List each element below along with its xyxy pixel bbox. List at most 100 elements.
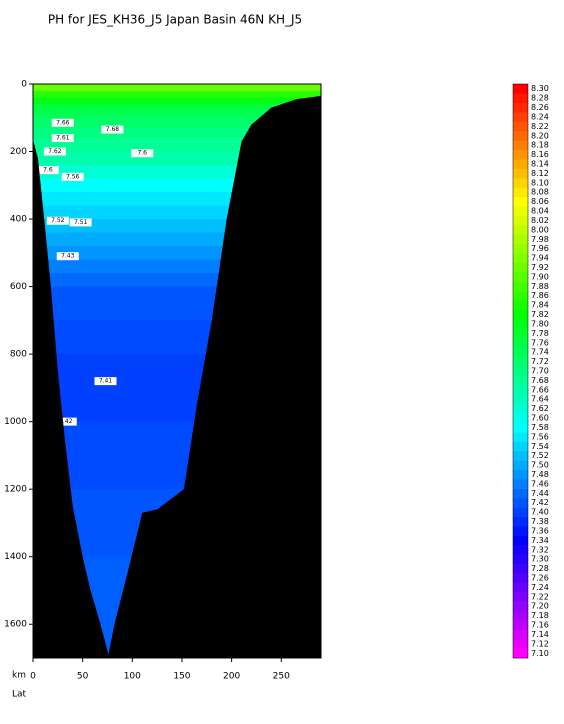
colorbar-label: 7.14: [531, 630, 549, 639]
colorbar-label: 8.04: [531, 207, 549, 216]
x2-axis-label: Lat: [12, 690, 27, 700]
colorbar-label: 7.84: [531, 301, 549, 310]
colorbar-label: 7.96: [531, 244, 549, 253]
colorbar-label: 7.64: [531, 395, 549, 404]
colorbar-cell: [513, 187, 528, 198]
colorbar-label: 8.06: [531, 197, 549, 206]
ph-band: [33, 90, 321, 99]
contour-label-bg: [94, 377, 117, 386]
colorbar-label: 7.78: [531, 329, 549, 338]
colorbar-cell: [513, 112, 528, 122]
colorbar-cell: [513, 498, 528, 508]
colorbar-label: 7.86: [531, 291, 549, 300]
ph-band: [33, 97, 321, 105]
colorbar-cell: [513, 253, 528, 264]
colorbar-cell: [513, 102, 528, 113]
colorbar-label: 7.62: [531, 404, 549, 413]
colorbar-label: 7.82: [531, 310, 549, 319]
colorbar-cell: [513, 573, 528, 584]
colorbar-label: 7.66: [531, 385, 549, 394]
x-tick-label: 50: [77, 672, 89, 682]
colorbar-cell: [513, 450, 528, 461]
colorbar-label: 8.30: [531, 84, 549, 93]
y-tick-label: 1400: [4, 552, 27, 562]
colorbar-cell: [513, 121, 528, 132]
contour-label-bg: [61, 172, 84, 181]
contour-label: 7.6: [43, 167, 53, 174]
y-tick-label: 600: [10, 282, 27, 292]
colorbar-label: 7.54: [531, 442, 549, 451]
contour-label: 7.68: [106, 126, 120, 133]
colorbar-cell: [513, 159, 528, 169]
colorbar-cell: [513, 413, 528, 424]
colorbar-cell: [513, 601, 528, 612]
colorbar-cell: [513, 629, 528, 640]
colorbar-cell: [513, 375, 528, 386]
x-tick-label: 100: [124, 672, 141, 682]
colorbar-label: 8.10: [531, 178, 549, 187]
colorbar-label: 8.14: [531, 159, 549, 168]
contour-label-bg: [51, 118, 74, 127]
ph-band: [33, 117, 321, 129]
colorbar-cell: [513, 131, 528, 141]
colorbar-cell: [513, 620, 528, 631]
y-tick-label: 400: [10, 215, 27, 225]
colorbar-label: 8.28: [531, 94, 549, 103]
colorbar-cell: [513, 582, 528, 593]
colorbar-cell: [513, 262, 528, 273]
colorbar-cell: [513, 338, 528, 348]
colorbar-label: 7.34: [531, 536, 549, 545]
contour-label-bg: [54, 417, 77, 426]
contour-label: 7.56: [66, 173, 80, 180]
colorbar-cell: [513, 149, 528, 160]
colorbar-cell: [513, 319, 528, 329]
colorbar-cell: [513, 639, 528, 649]
colorbar-label: 8.18: [531, 141, 549, 150]
colorbar-cell: [513, 648, 528, 659]
y-tick-label: 200: [10, 147, 27, 157]
colorbar-label: 8.16: [531, 150, 549, 159]
colorbar-cell: [513, 328, 528, 339]
x-tick-label: 250: [273, 672, 290, 682]
ph-band: [33, 84, 321, 92]
contour-label-bg: [69, 218, 92, 227]
colorbar-cell: [513, 272, 528, 282]
y-tick-label: 1600: [4, 620, 27, 630]
colorbar-cell: [513, 281, 528, 292]
colorbar-cell: [513, 243, 528, 254]
colorbar-label: 7.28: [531, 564, 549, 573]
colorbar-label: 7.60: [531, 414, 549, 423]
colorbar-label: 7.36: [531, 526, 549, 535]
colorbar-cell: [513, 356, 528, 367]
chart-title: PH for JES_KH36_J5 Japan Basin 46N KH_J5: [48, 13, 302, 27]
colorbar-cell: [513, 563, 528, 574]
colorbar-cell: [513, 215, 528, 226]
colorbar-cell: [513, 93, 528, 104]
colorbar-cell: [513, 347, 528, 358]
colorbar-cell: [513, 460, 528, 471]
colorbar-cell: [513, 394, 528, 405]
contour-label-bg: [56, 252, 79, 261]
colorbar-label: 7.48: [531, 470, 549, 479]
colorbar-label: 8.22: [531, 122, 549, 131]
x-tick-label: 0: [30, 672, 36, 682]
bottom-topography: [33, 95, 321, 659]
colorbar-label: 8.26: [531, 103, 549, 112]
colorbar-cell: [513, 516, 528, 527]
colorbar-label: 7.26: [531, 574, 549, 583]
y-tick-label: 1000: [4, 417, 27, 427]
colorbar-cell: [513, 526, 528, 536]
contour-label: 7.66: [56, 119, 70, 126]
colorbar-label: 7.94: [531, 254, 549, 263]
colorbar-label: 7.92: [531, 263, 549, 272]
colorbar-label: 7.24: [531, 583, 549, 592]
colorbar-cell: [513, 592, 528, 602]
contour-label: 7.43: [61, 253, 75, 260]
contour-label: 7.52: [51, 217, 65, 224]
colorbar-label: 7.16: [531, 621, 549, 630]
ph-band: [33, 127, 321, 139]
colorbar-label: 7.68: [531, 376, 549, 385]
colorbar-cell: [513, 535, 528, 546]
colorbar-cell: [513, 206, 528, 217]
